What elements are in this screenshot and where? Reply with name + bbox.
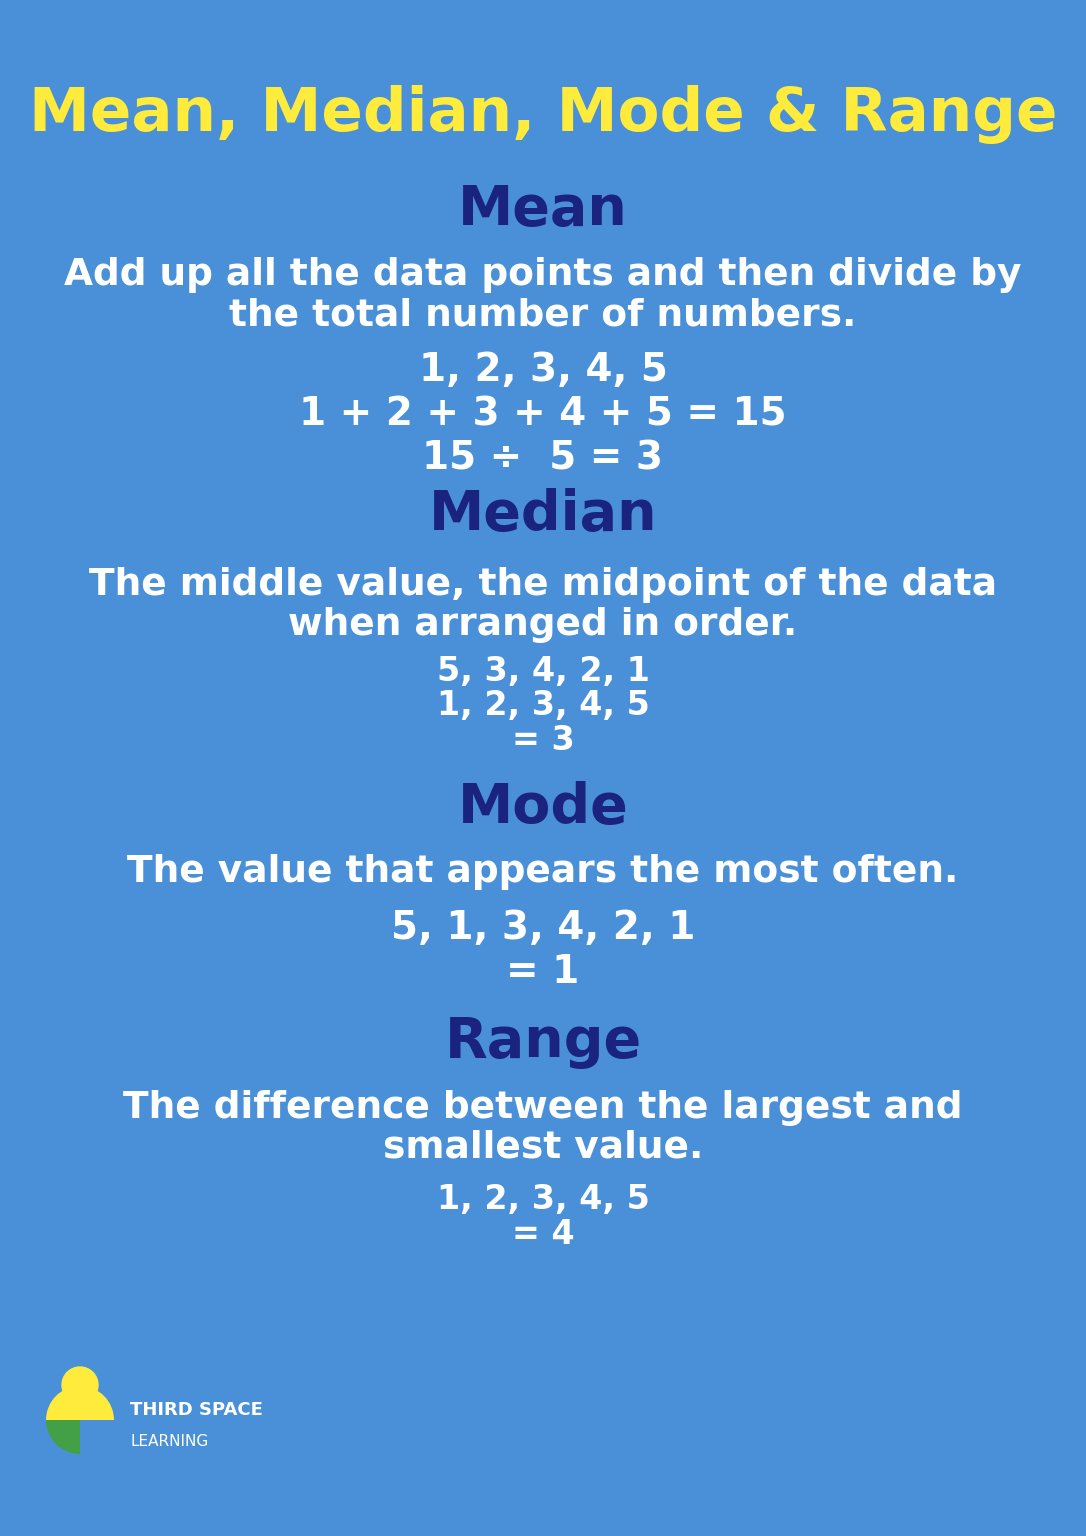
Text: 1 + 2 + 3 + 4 + 5 = 15: 1 + 2 + 3 + 4 + 5 = 15 — [299, 396, 787, 435]
Text: = 3: = 3 — [512, 723, 574, 757]
Text: = 4: = 4 — [512, 1218, 574, 1250]
Text: the total number of numbers.: the total number of numbers. — [229, 296, 857, 333]
Text: Mode: Mode — [457, 780, 629, 836]
Text: 5, 3, 4, 2, 1: 5, 3, 4, 2, 1 — [437, 656, 649, 688]
Text: when arranged in order.: when arranged in order. — [289, 607, 797, 644]
Text: Mean, Median, Mode & Range: Mean, Median, Mode & Range — [28, 86, 1058, 144]
Text: LEARNING: LEARNING — [130, 1435, 209, 1450]
Text: = 1: = 1 — [506, 952, 580, 991]
Text: 1, 2, 3, 4, 5: 1, 2, 3, 4, 5 — [437, 1184, 649, 1217]
Circle shape — [62, 1367, 98, 1402]
Text: The difference between the largest and: The difference between the largest and — [123, 1091, 963, 1126]
Wedge shape — [46, 1419, 80, 1455]
Text: 15 ÷  5 = 3: 15 ÷ 5 = 3 — [422, 439, 664, 478]
Text: Mean: Mean — [458, 183, 628, 237]
Text: 5, 1, 3, 4, 2, 1: 5, 1, 3, 4, 2, 1 — [391, 909, 695, 948]
Text: 1, 2, 3, 4, 5: 1, 2, 3, 4, 5 — [437, 690, 649, 722]
Text: The middle value, the midpoint of the data: The middle value, the midpoint of the da… — [89, 567, 997, 604]
Text: 1, 2, 3, 4, 5: 1, 2, 3, 4, 5 — [418, 352, 668, 389]
Text: The value that appears the most often.: The value that appears the most often. — [127, 854, 959, 889]
Text: Range: Range — [444, 1015, 642, 1069]
Text: smallest value.: smallest value. — [382, 1130, 704, 1166]
Text: Median: Median — [429, 488, 657, 542]
Text: THIRD SPACE: THIRD SPACE — [130, 1401, 263, 1419]
Wedge shape — [46, 1385, 114, 1419]
Text: Add up all the data points and then divide by: Add up all the data points and then divi… — [64, 257, 1022, 293]
